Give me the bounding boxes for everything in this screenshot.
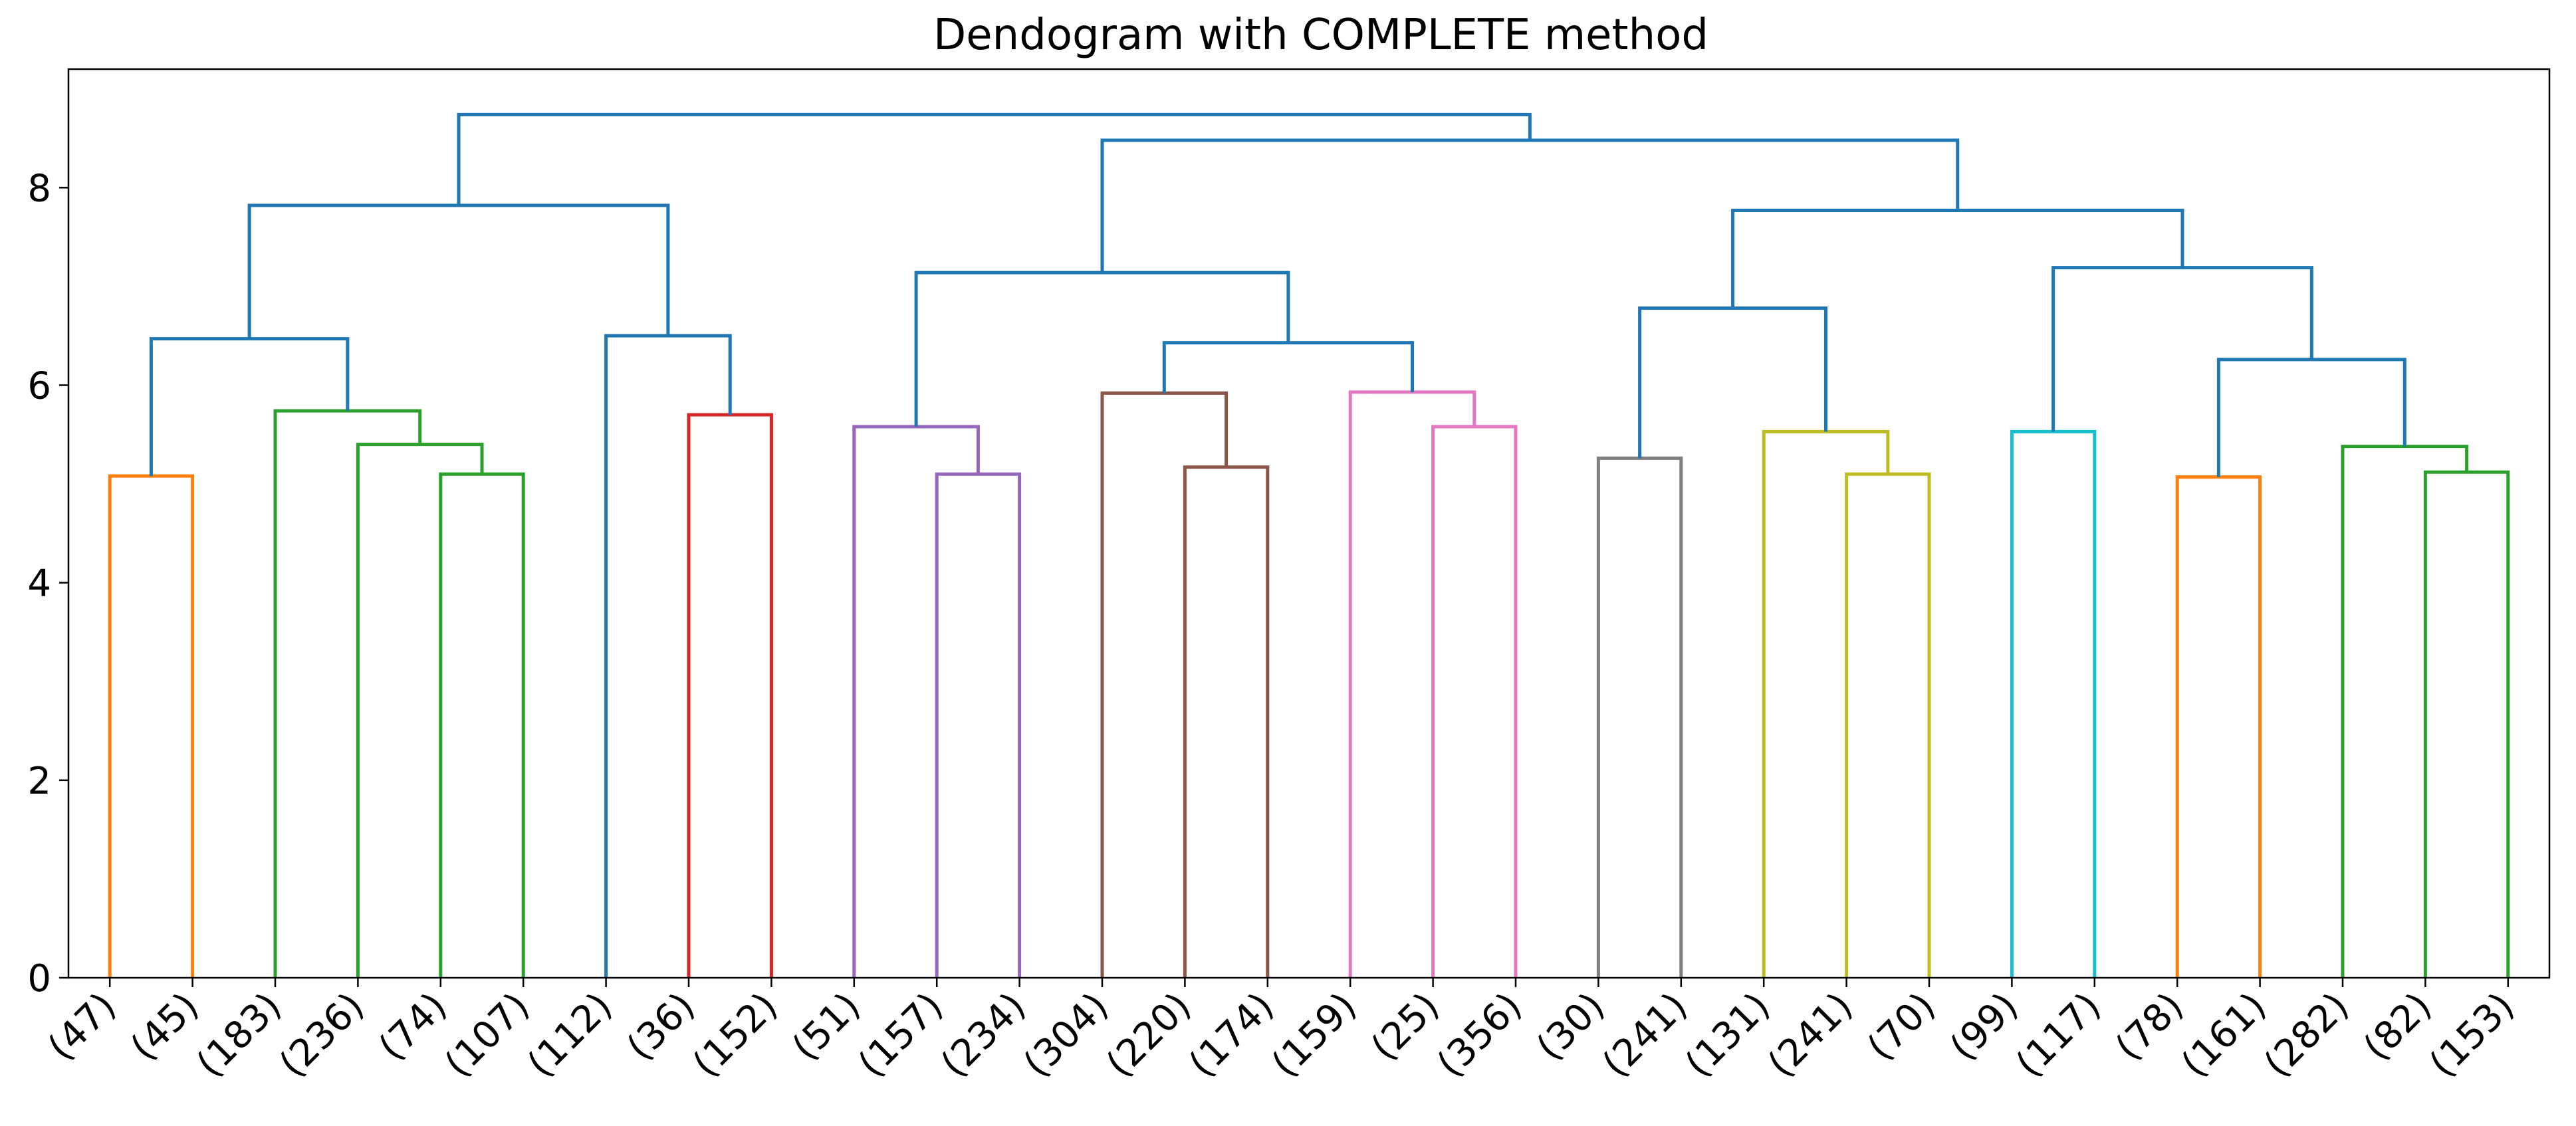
dendrogram-link-24: [2341, 445, 2469, 978]
leaf-label-12: (234): [933, 984, 1034, 1085]
dendrogram-link-18: [1845, 472, 1931, 978]
dendrogram-link-28: [1100, 138, 1960, 273]
leaf-label-3: (183): [188, 984, 289, 1085]
dendrogram-link-21: [2010, 429, 2097, 978]
leaf-label-1: (47): [40, 984, 124, 1069]
y-tick-label: 8: [27, 167, 51, 210]
leaf-label-16: (159): [1264, 984, 1365, 1085]
dendrogram-link-14: [1348, 390, 1476, 978]
y-tick-label: 4: [27, 562, 51, 606]
dendrogram-link-2: [439, 472, 525, 978]
dendrogram-link-11: [1183, 465, 1270, 978]
dendrogram-link-8: [247, 203, 670, 339]
leaf-label-20: (241): [1594, 984, 1695, 1085]
dendrogram-link-12: [1100, 391, 1229, 978]
dendrogram-link-27: [1731, 208, 2184, 308]
leaf-label-21: (131): [1677, 984, 1778, 1085]
dendrogram-link-1: [108, 474, 195, 978]
dendrogram-link-10: [852, 425, 980, 978]
leaf-label-9: (152): [685, 984, 786, 1085]
leaf-label-28: (282): [2256, 984, 2357, 1085]
dendrogram-link-7: [604, 334, 732, 978]
dendrogram-link-9: [935, 472, 1022, 978]
dendrogram-link-25: [2216, 358, 2406, 477]
dendrogram-link-5: [149, 337, 350, 477]
dendrogram-link-26: [2051, 266, 2313, 432]
dendrogram-link-17: [1596, 456, 1683, 978]
leaf-label-30: (153): [2421, 984, 2522, 1085]
leaf-label-6: (107): [437, 984, 538, 1085]
dendrogram-link-29: [457, 112, 1532, 206]
x-axis: (47)(45)(183)(236)(74)(107)(112)(36)(152…: [40, 978, 2523, 1085]
y-tick-label: 0: [27, 957, 51, 1000]
plot-area-frame: [67, 68, 2551, 979]
dendrogram-link-6: [687, 413, 773, 978]
leaf-label-27: (161): [2173, 984, 2274, 1085]
dendrogram-link-20: [1638, 306, 1827, 459]
leaf-label-15: (174): [1181, 984, 1282, 1085]
leaf-label-25: (117): [2008, 984, 2109, 1085]
leaf-label-18: (356): [1429, 984, 1530, 1085]
y-axis: 0 2 4 6 8: [27, 167, 68, 1000]
leaf-label-22: (241): [1760, 984, 1861, 1085]
dendrogram-link-22: [2175, 475, 2262, 978]
leaf-label-14: (220): [1098, 984, 1199, 1085]
dendrogram-link-4: [273, 409, 422, 978]
dendrogram-links: [108, 112, 2510, 978]
dendrogram-link-3: [356, 443, 484, 978]
y-tick-label: 6: [27, 364, 51, 407]
leaf-label-23: (70): [1859, 984, 1944, 1069]
chart-title: Dendogram with COMPLETE method: [933, 11, 1708, 60]
leaf-label-11: (157): [850, 984, 951, 1085]
dendrogram-link-15: [1162, 341, 1414, 394]
dendrogram-link-19: [1762, 429, 1890, 978]
y-tick-label: 2: [27, 760, 51, 803]
dendrogram-link-23: [2423, 470, 2510, 978]
leaf-label-4: (236): [271, 984, 372, 1085]
dendrogram-link-13: [1431, 425, 1518, 978]
leaf-label-7: (112): [519, 984, 620, 1085]
leaf-label-13: (304): [1015, 984, 1116, 1085]
